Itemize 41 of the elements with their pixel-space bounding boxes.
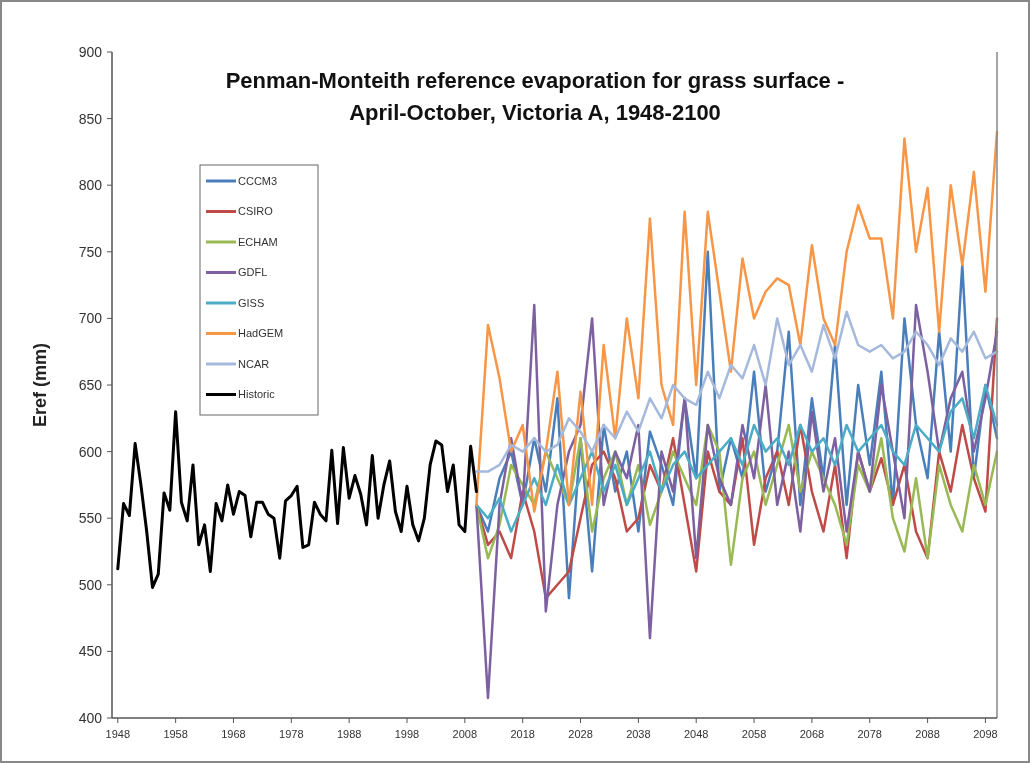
y-tick-label: 650 xyxy=(78,376,103,393)
x-tick-label: 2038 xyxy=(626,728,651,740)
x-tick-label: 1958 xyxy=(163,728,188,740)
y-tick-label: 450 xyxy=(78,643,103,660)
legend-label: HadGEM xyxy=(238,327,284,340)
x-tick-label: 2028 xyxy=(568,728,593,740)
y-axis-title: Eref (mm) xyxy=(30,342,50,428)
x-tick-label: 2048 xyxy=(683,728,709,740)
y-tick-label: 700 xyxy=(78,310,103,327)
legend-label: Historic xyxy=(238,388,276,401)
y-tick-label: 500 xyxy=(78,576,103,593)
x-tick-label: 2098 xyxy=(973,728,998,740)
y-tick-label: 850 xyxy=(78,110,103,127)
x-tick-label: 1978 xyxy=(279,728,304,740)
x-tick-label: 1998 xyxy=(394,728,420,740)
y-tick-label: 550 xyxy=(78,510,103,527)
x-tick-label: 2058 xyxy=(741,728,767,740)
x-tick-label: 2088 xyxy=(915,728,940,740)
line-series xyxy=(475,310,999,473)
legend-label: GDFL xyxy=(238,266,268,279)
y-tick-label: 750 xyxy=(78,243,103,260)
legend-label: CCCM3 xyxy=(238,174,278,187)
line-series xyxy=(116,410,478,589)
legend-label: GISS xyxy=(238,296,265,309)
y-tick-label: 900 xyxy=(78,43,103,60)
x-tick-label: 2078 xyxy=(857,728,882,740)
line-series xyxy=(475,303,999,700)
legend-label: CSIRO xyxy=(238,205,274,218)
x-tick-label: 2068 xyxy=(799,728,825,740)
x-tick-label: 1968 xyxy=(221,728,246,740)
y-tick-label: 600 xyxy=(78,443,103,460)
y-tick-label: 800 xyxy=(78,177,103,194)
x-tick-label: 1988 xyxy=(336,728,362,740)
x-tick-label: 2018 xyxy=(510,728,535,740)
x-tick-label: 2008 xyxy=(452,728,478,740)
legend-label: ECHAM xyxy=(238,235,278,248)
legend-label: NCAR xyxy=(238,357,270,370)
line-series xyxy=(475,383,999,533)
text: Penman-Monteith reference evaporation for grass surface - April-October, Victoria A, 1948-2100 xyxy=(225,68,845,125)
y-tick-label: 400 xyxy=(78,709,103,726)
x-tick-label: 1948 xyxy=(105,728,131,740)
